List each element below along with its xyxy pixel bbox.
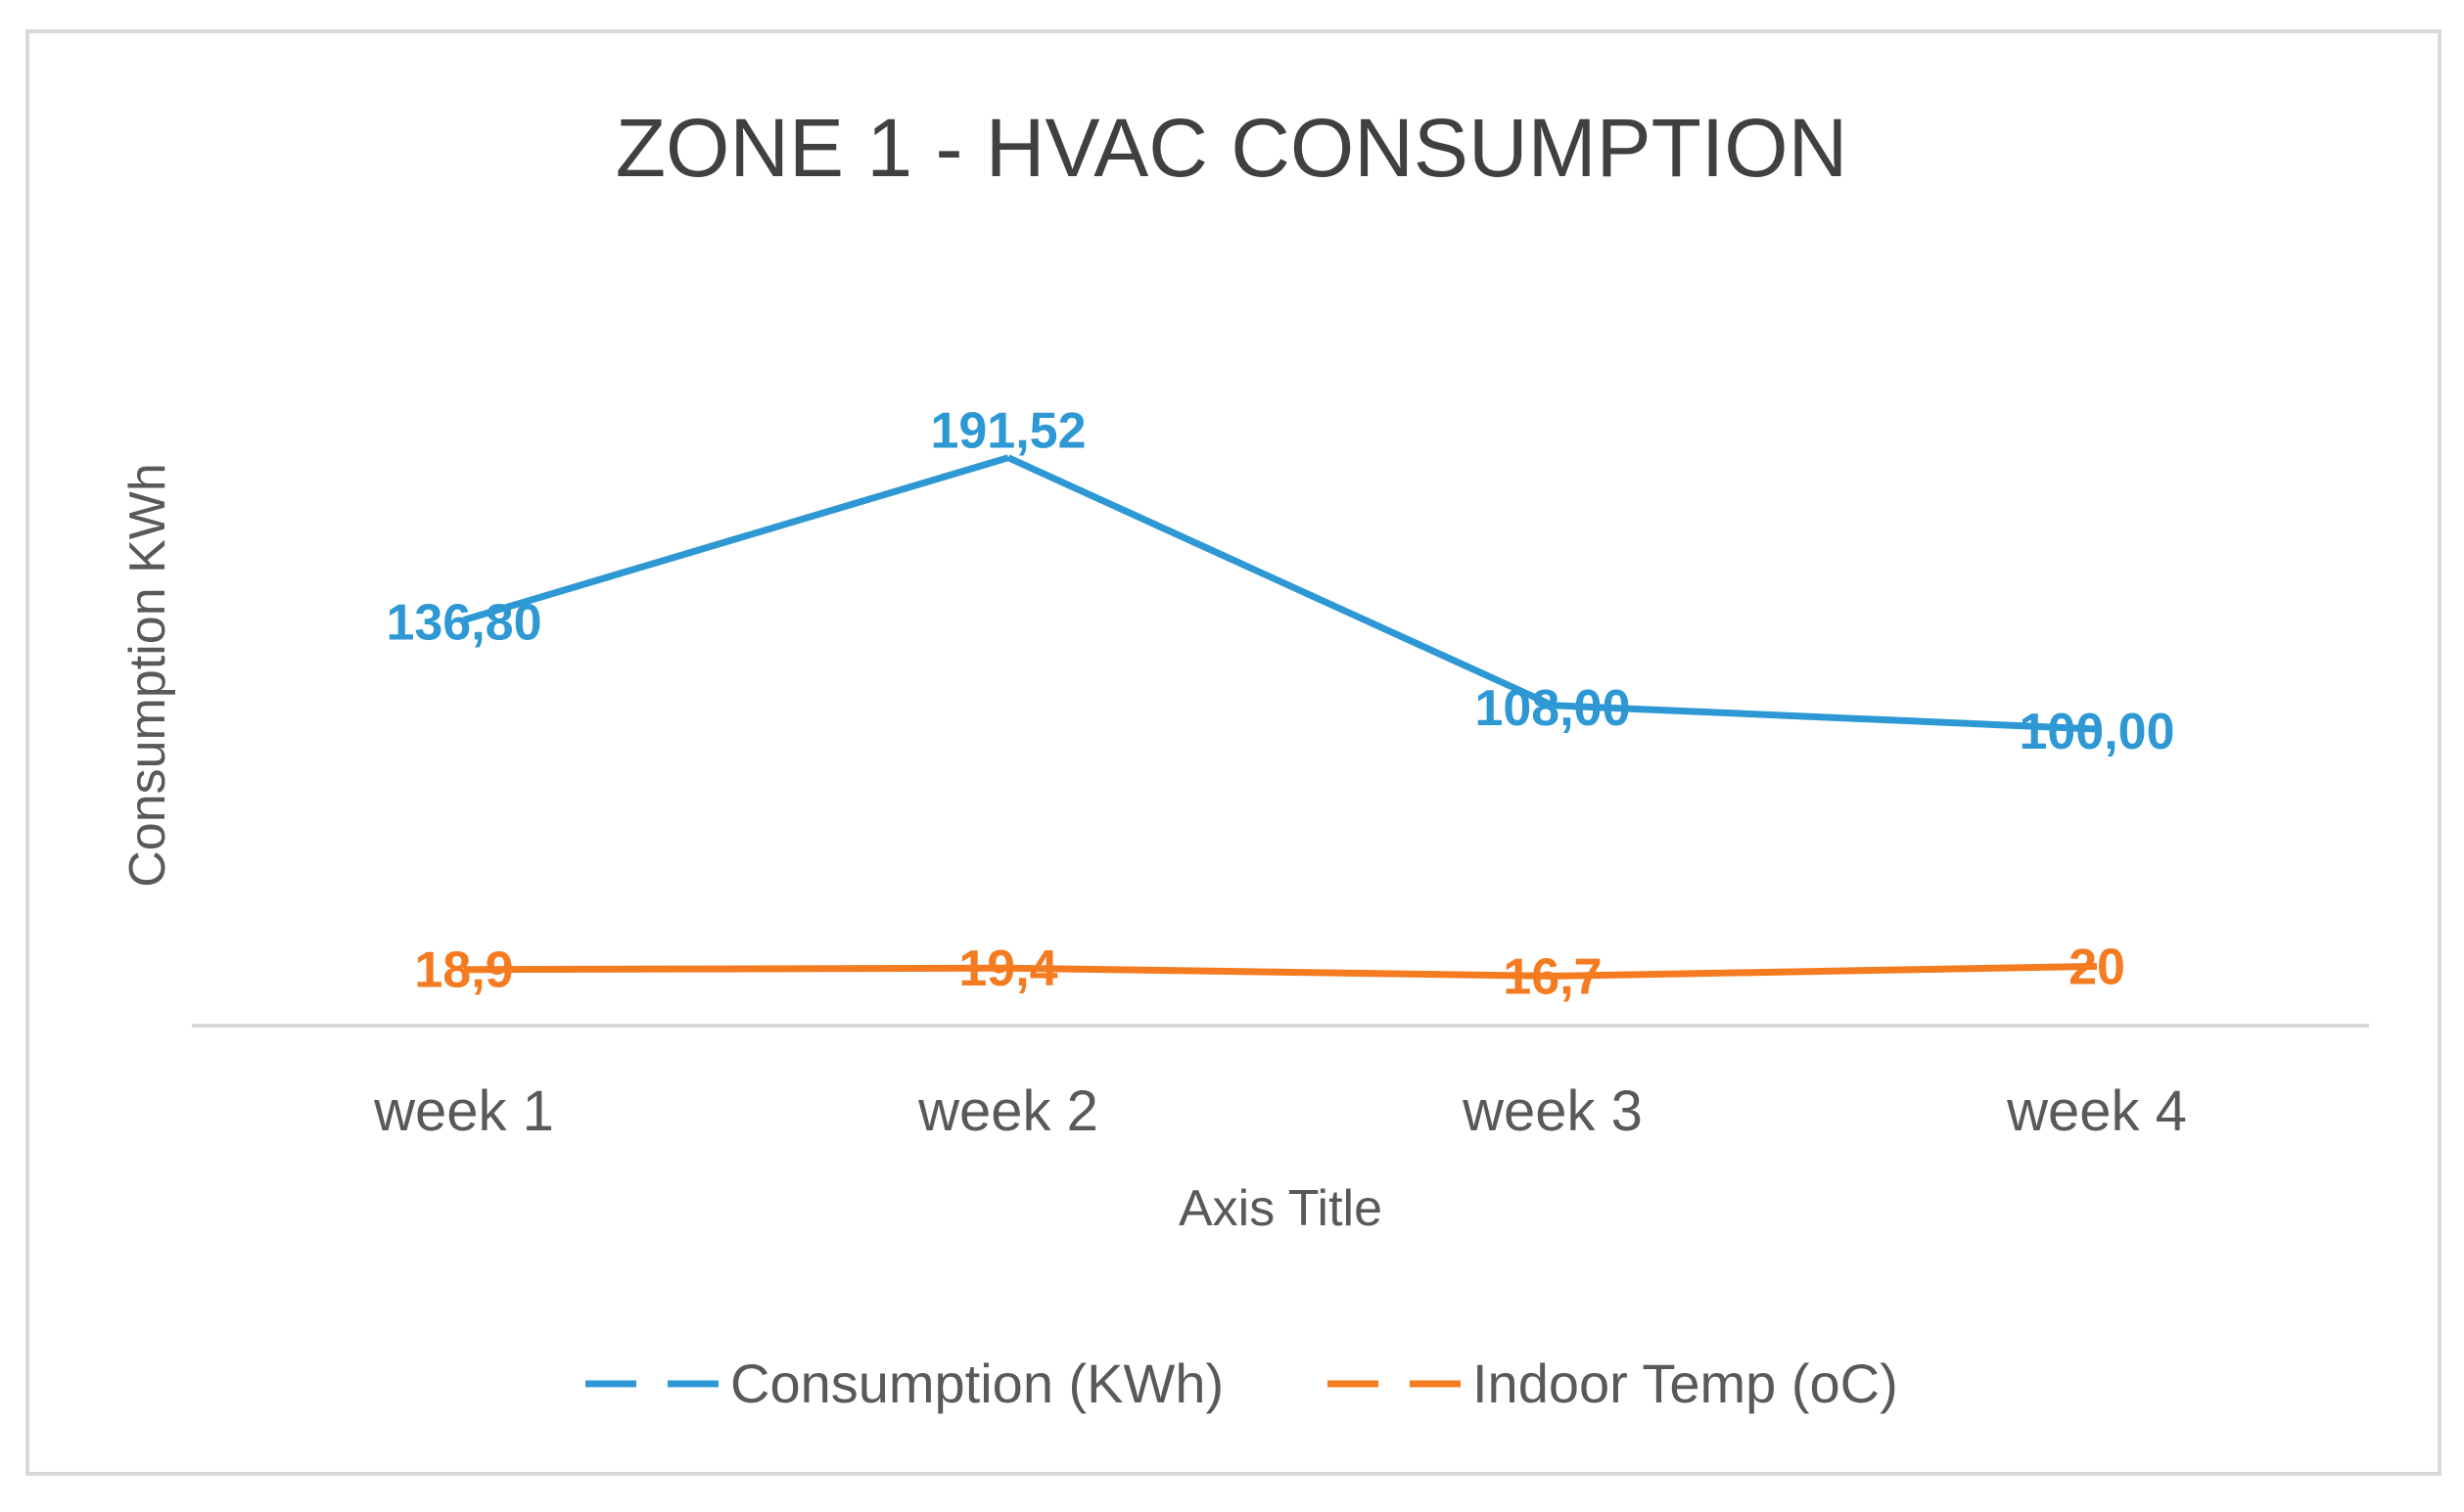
- data-label-consumption: 108,00: [1474, 680, 1630, 737]
- x-tick-label: week 3: [1462, 1079, 1643, 1143]
- x-axis-title: Axis Title: [1179, 1180, 1382, 1237]
- data-label-consumption: 136,80: [386, 594, 541, 651]
- legend-item-indoor-temp[interactable]: Indoor Temp (oC): [1327, 1352, 1898, 1414]
- data-label-indoor-temp: 20: [2069, 939, 2125, 995]
- data-label-consumption: 100,00: [2019, 704, 2174, 760]
- y-axis-title: Consumption KWh: [119, 463, 176, 888]
- x-tick-label: week 4: [2006, 1079, 2187, 1143]
- series-line-segment-consumption: [462, 454, 1010, 623]
- data-label-indoor-temp: 19,4: [958, 940, 1057, 997]
- series-line-segment-indoor-temp: [1007, 964, 1554, 980]
- chart-title: ZONE 1 - HVAC CONSUMPTION: [616, 102, 1848, 194]
- legend-label-consumption: Consumption (KWh): [730, 1352, 1224, 1414]
- x-tick-label: week 1: [373, 1079, 554, 1143]
- series-line-segment-consumption: [1006, 454, 1555, 709]
- x-tick-labels: week 1 week 2 week 3 week 4: [373, 1079, 2187, 1143]
- data-label-indoor-temp: 18,9: [414, 942, 513, 999]
- chart-frame: [25, 29, 2441, 1476]
- series-line-segment-indoor-temp: [1552, 962, 2098, 980]
- series-lines: [462, 454, 2098, 980]
- legend: Consumption (KWh) Indoor Temp (oC): [585, 1352, 1898, 1414]
- series-line-segment-consumption: [1552, 702, 2098, 733]
- data-label-consumption: 191,52: [930, 403, 1086, 460]
- data-label-indoor-temp: 16,7: [1503, 948, 1602, 1005]
- series-line-segment-indoor-temp: [463, 964, 1009, 974]
- data-labels: 136,80 191,52 108,00 100,00 18,9 19,4 16,7 20: [386, 403, 2174, 1006]
- legend-label-indoor-temp: Indoor Temp (oC): [1472, 1352, 1898, 1414]
- x-tick-label: week 2: [917, 1079, 1098, 1143]
- legend-item-consumption[interactable]: Consumption (KWh): [585, 1352, 1224, 1414]
